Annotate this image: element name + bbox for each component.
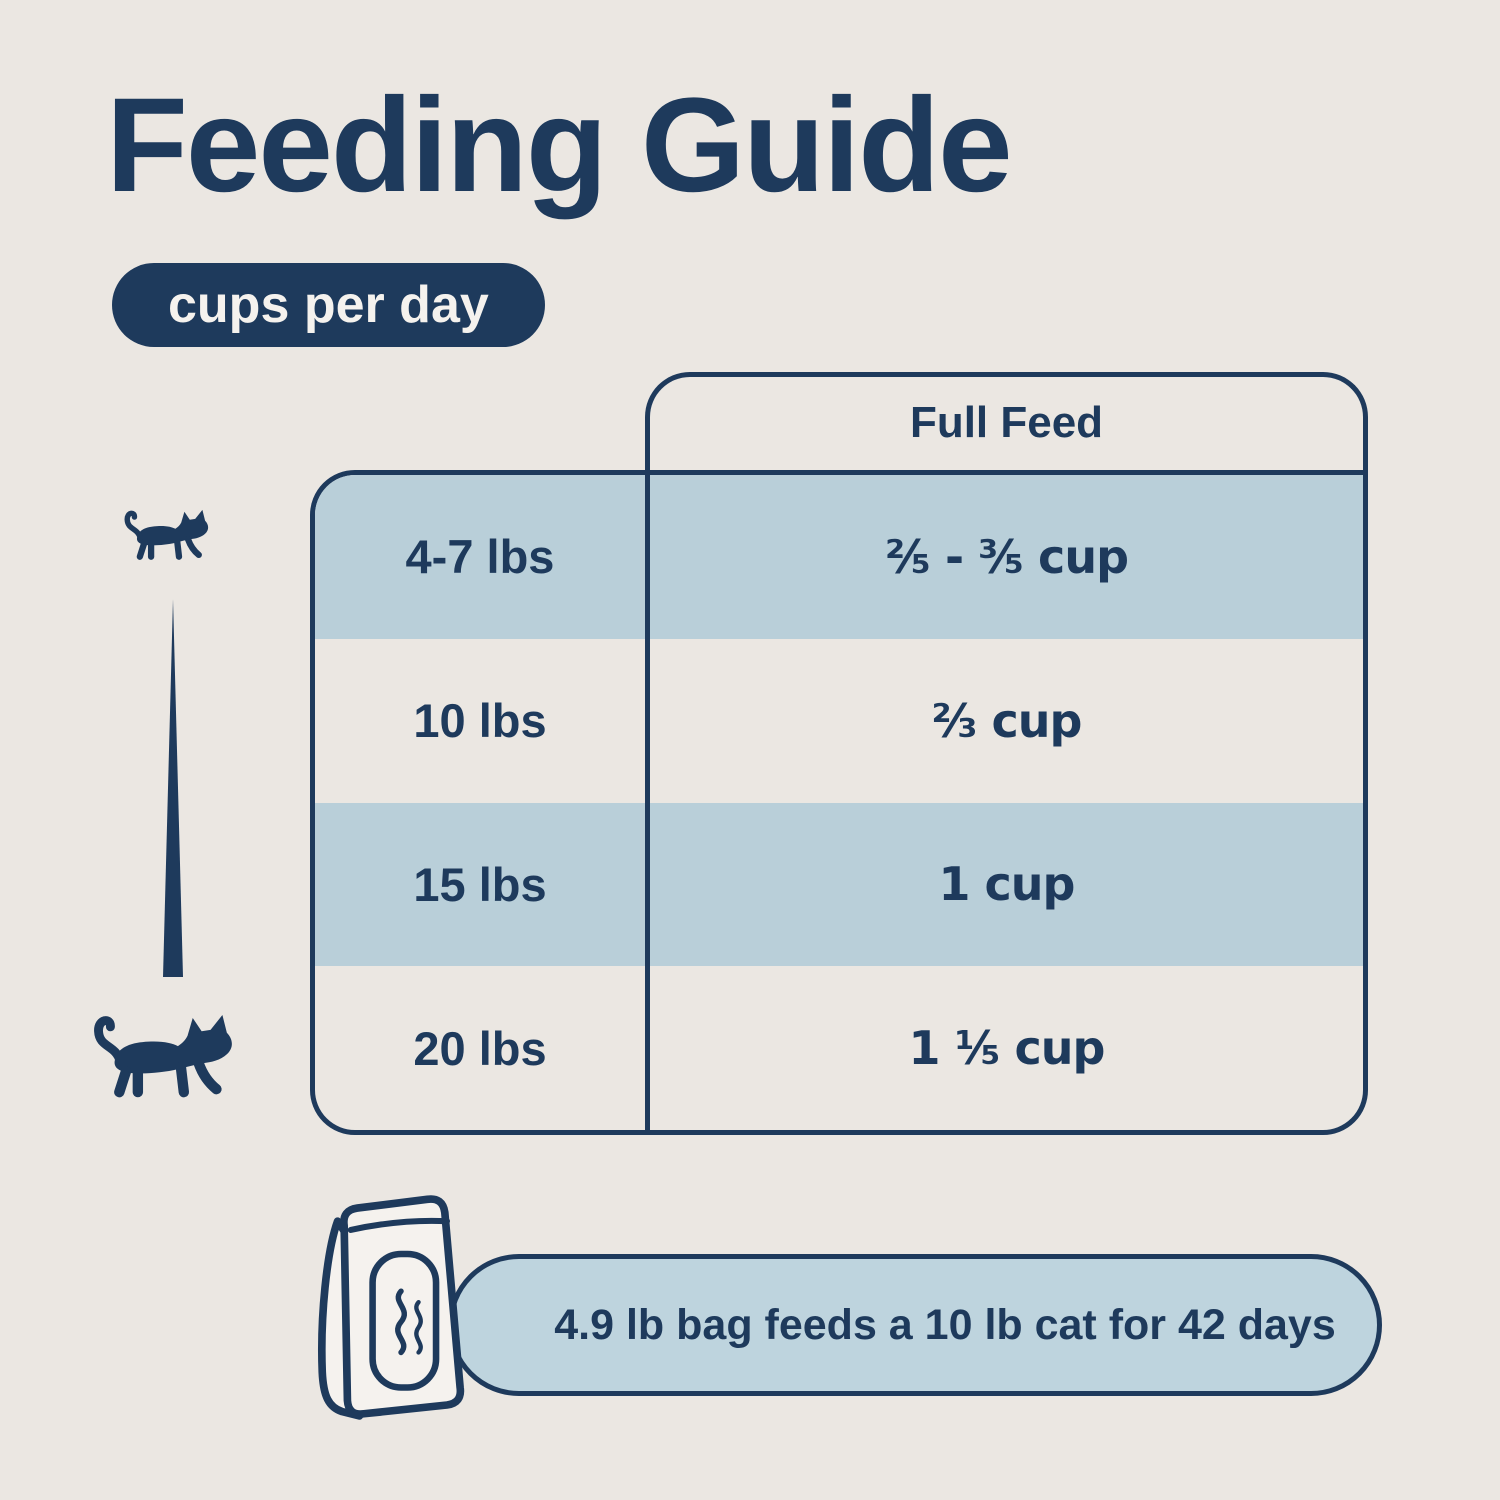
table-row: 4-7 lbs ²⁄₅ - ³⁄₅ cup	[315, 475, 1363, 639]
banner-note: 4.9 lb bag feeds a 10 lb cat for 42 days	[554, 1300, 1336, 1349]
feeding-table: 4-7 lbs ²⁄₅ - ³⁄₅ cup 10 lbs ²⁄₃ cup 15 …	[310, 470, 1368, 1135]
weight-cell: 15 lbs	[413, 857, 547, 911]
amount-cell: 1 cup	[938, 857, 1076, 912]
table-row: 10 lbs ²⁄₃ cup	[315, 639, 1363, 803]
table-row: 15 lbs 1 cup	[315, 802, 1363, 967]
weight-cell: 20 lbs	[413, 1021, 547, 1075]
size-increase-wedge-icon	[163, 599, 183, 977]
food-bag-icon	[318, 1195, 465, 1420]
amount-cell: 1 ¹⁄₅ cup	[908, 1021, 1106, 1076]
large-cat-icon	[80, 988, 258, 1128]
weight-cell: 4-7 lbs	[405, 530, 555, 584]
full-feed-column-header: Full Feed	[645, 372, 1368, 475]
cups-per-day-badge: cups per day	[112, 263, 545, 347]
weight-cell: 10 lbs	[413, 694, 547, 748]
bag-feeds-banner: 4.9 lb bag feeds a 10 lb cat for 42 days	[448, 1254, 1382, 1396]
badge-label: cups per day	[168, 276, 489, 334]
full-feed-header-label: Full Feed	[909, 398, 1104, 447]
page-title: Feeding Guide	[106, 71, 1013, 220]
amount-cell: ²⁄₅ - ³⁄₅ cup	[884, 529, 1129, 584]
table-row: 20 lbs 1 ¹⁄₅ cup	[315, 966, 1363, 1130]
amount-cell: ²⁄₃ cup	[931, 693, 1083, 748]
column-divider	[645, 475, 650, 1130]
small-cat-icon	[116, 494, 224, 578]
